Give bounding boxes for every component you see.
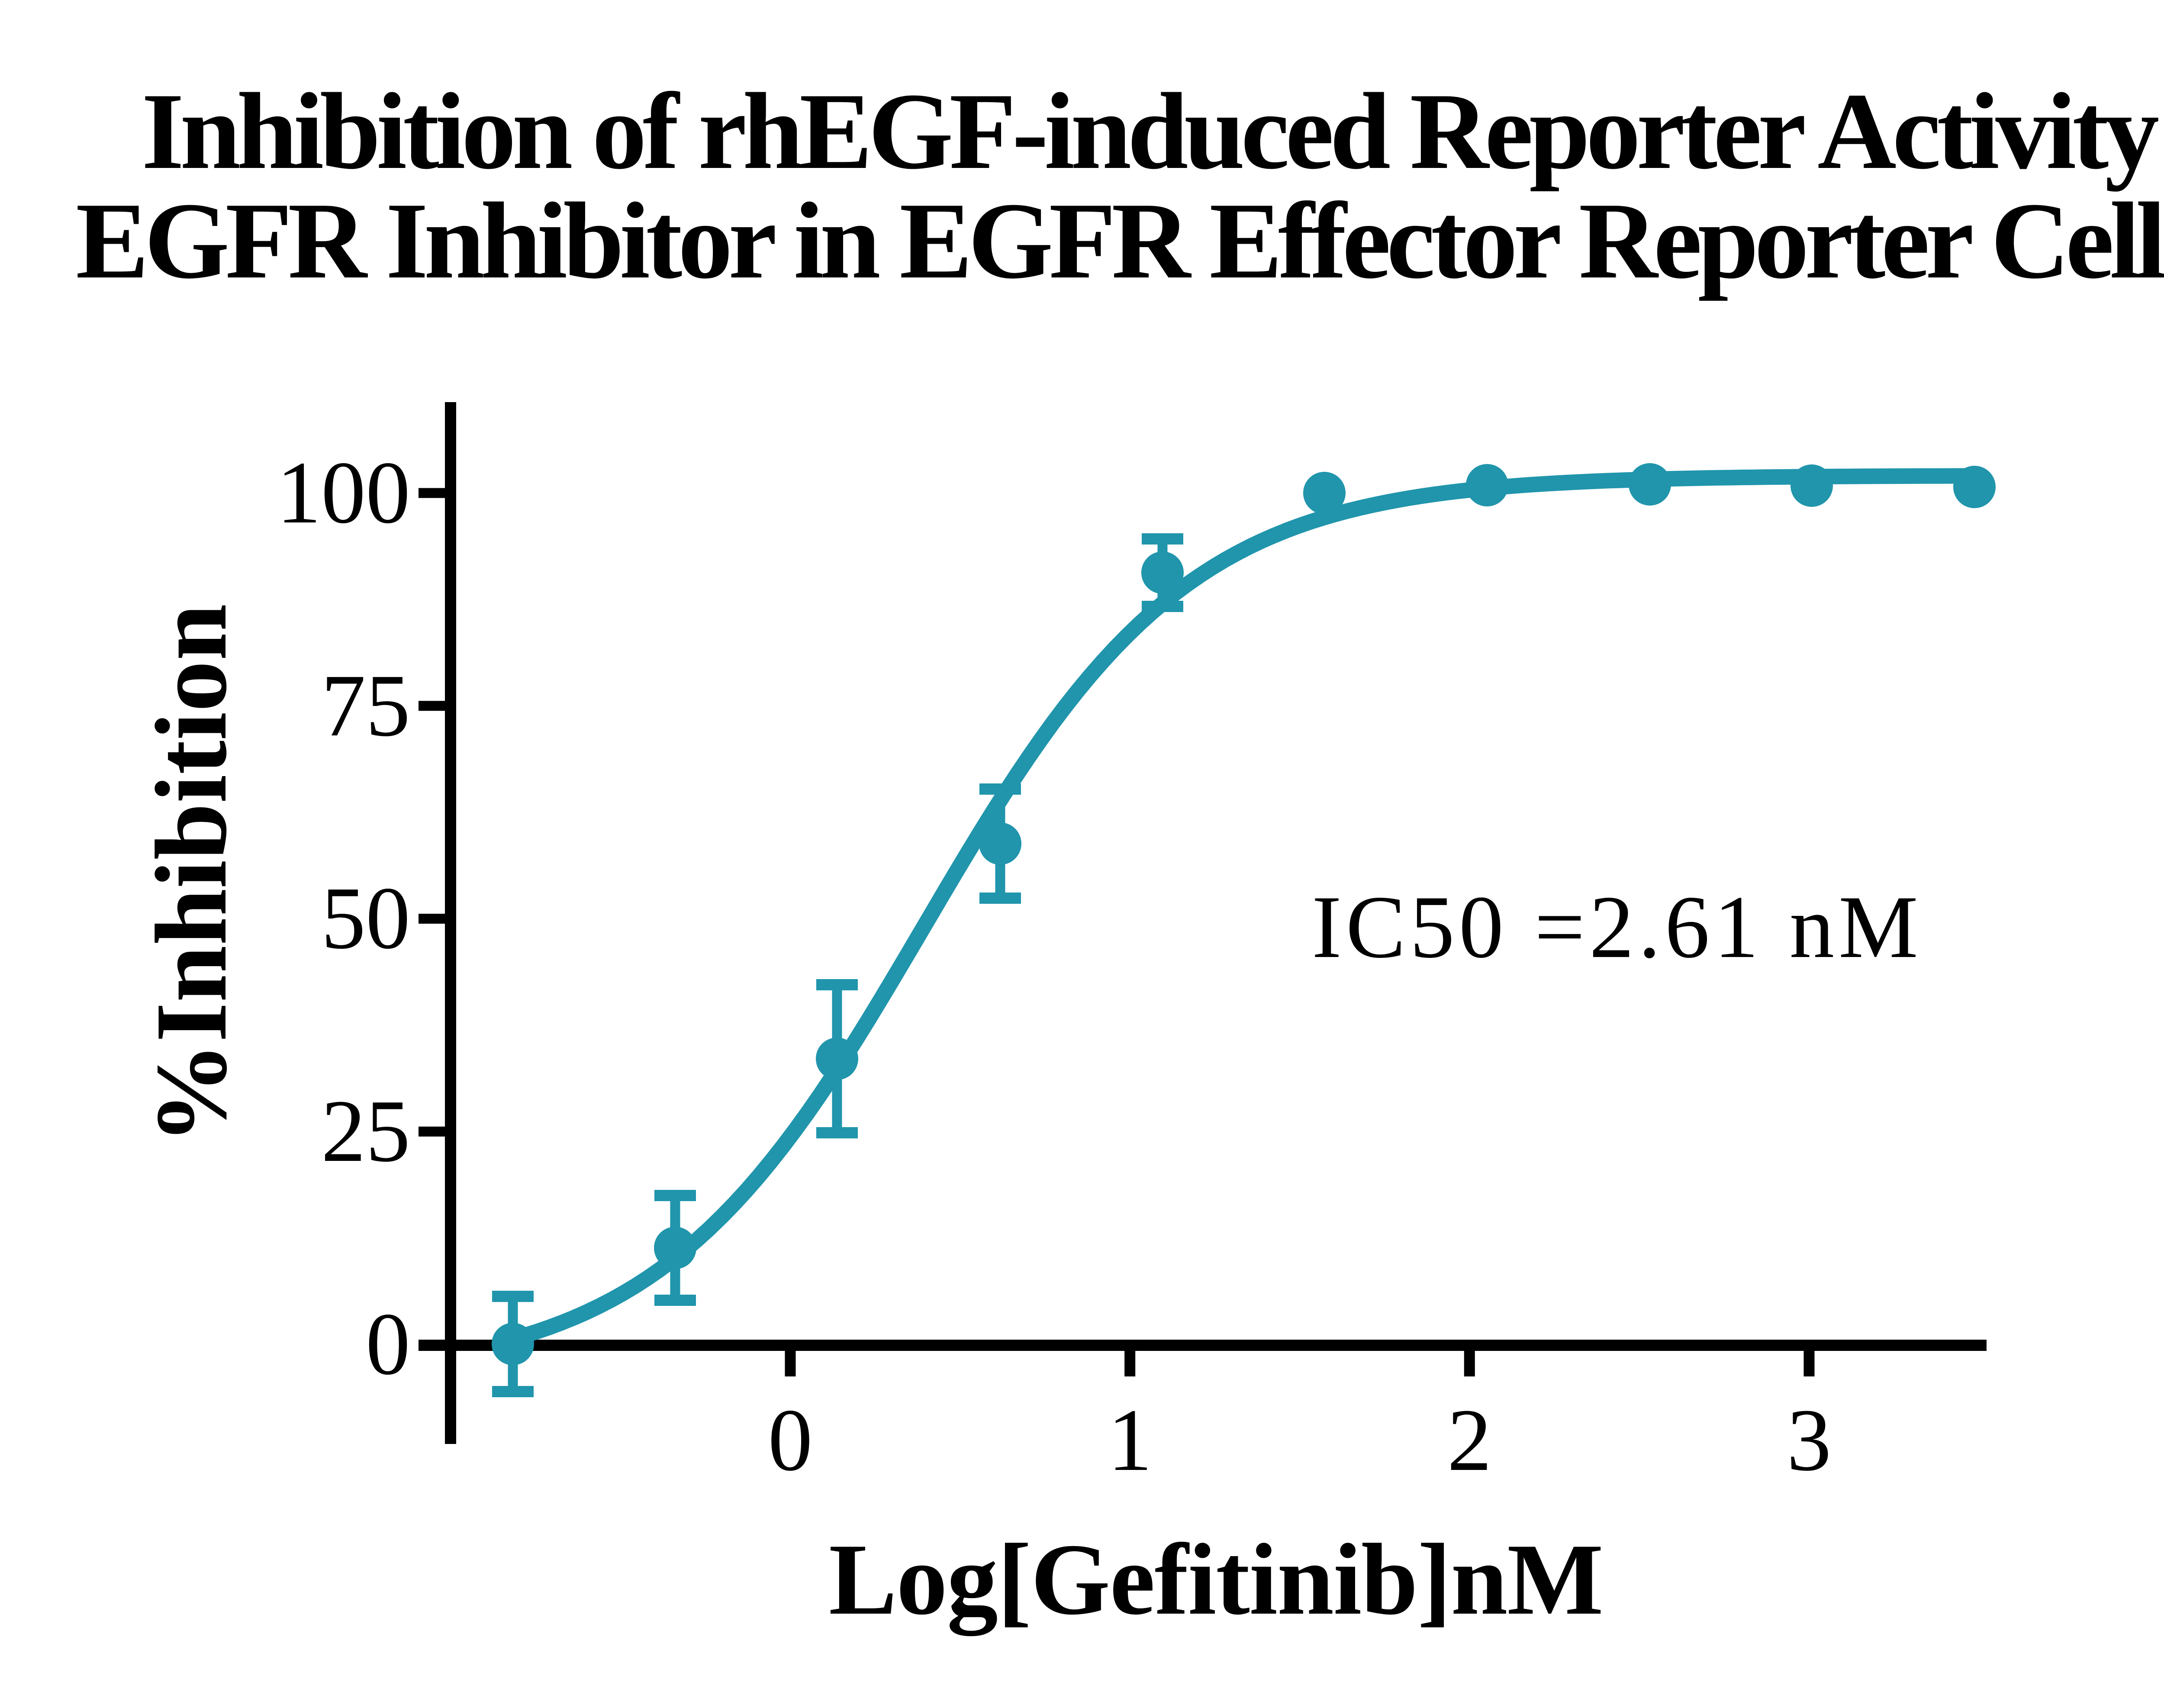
svg-text:1: 1 [1108,1390,1152,1489]
svg-text:75: 75 [321,656,410,755]
svg-text:IC50 =2.61 nM: IC50 =2.61 nM [1312,877,1918,976]
svg-text:3: 3 [1787,1390,1832,1489]
svg-text:EGFR Inhibitor in EGFR Effecto: EGFR Inhibitor in EGFR Effector Reporter… [76,180,2164,301]
svg-text:0: 0 [768,1390,813,1489]
svg-text:2: 2 [1447,1390,1492,1489]
svg-text:%Inhibition: %Inhibition [135,604,248,1144]
svg-text:Inhibition of rhEGF-induced Re: Inhibition of rhEGF-induced Reporter Act… [142,71,2164,192]
svg-text:25: 25 [321,1081,410,1180]
svg-text:Log[Gefitinib]nM: Log[Gefitinib]nM [829,1523,1604,1636]
svg-text:0: 0 [366,1294,410,1393]
svg-text:50: 50 [321,868,410,967]
svg-text:100: 100 [277,443,410,542]
